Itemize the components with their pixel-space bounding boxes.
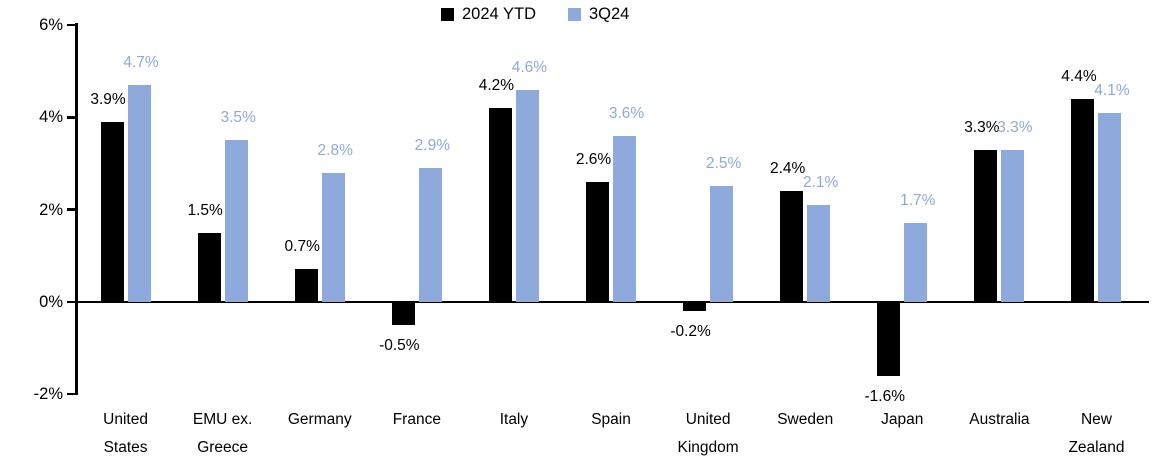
bar-2024-ytd-new-zealand [1071, 98, 1095, 302]
x-axis-label-germany: Germany [287, 411, 352, 428]
bar-3q24-sweden [807, 204, 831, 302]
bar-3q24-germany [321, 172, 345, 302]
x-axis-labels: United States EMU ex. Greece Germany France… [77, 406, 1145, 462]
x-axis-cell-france: France [368, 406, 465, 462]
x-axis-label-united-states: United States [103, 411, 148, 456]
legend-label-3q24: 3Q24 [589, 5, 630, 23]
value-label-2024-ytd-germany: 0.7% [284, 238, 320, 256]
x-axis-label-australia: Australia [969, 411, 1030, 428]
bar-3q24-united-kingdom [710, 186, 734, 302]
x-axis-label-japan: Japan [881, 411, 924, 428]
bar-2024-ytd-united-kingdom [683, 301, 707, 311]
bar-2024-ytd-france [391, 301, 415, 325]
x-axis-cell-united-kingdom: United Kingdom [660, 406, 757, 462]
bar-3q24-japan [904, 223, 928, 302]
value-label-3q24-france: 2.9% [414, 136, 450, 154]
legend-item-2024-ytd: 2024 YTD [441, 5, 536, 23]
y-axis-line [75, 23, 78, 395]
bar-3q24-italy [515, 89, 539, 302]
bar-3q24-australia [1001, 149, 1025, 302]
x-axis-cell-australia: Australia [951, 406, 1048, 462]
y-tick-label-0: 0% [39, 292, 63, 311]
x-axis-cell-italy: Italy [465, 406, 562, 462]
value-label-3q24-united-states: 4.7% [123, 53, 159, 71]
y-tick-label-2: 2% [39, 200, 63, 219]
bar-2024-ytd-italy [488, 108, 512, 302]
zero-baseline [75, 300, 1149, 303]
x-axis-label-italy: Italy [499, 411, 529, 428]
value-label-2024-ytd-new-zealand: 4.4% [1061, 67, 1097, 85]
value-label-3q24-united-kingdom: 2.5% [705, 155, 742, 173]
value-label-2024-ytd-spain: 2.6% [575, 150, 612, 168]
value-label-2024-ytd-sweden: 2.4% [770, 160, 806, 178]
value-label-3q24-emu-ex-greece: 3.5% [220, 109, 256, 127]
bar-2024-ytd-australia [974, 149, 998, 302]
x-axis-label-spain: Spain [591, 411, 631, 428]
value-label-3q24-italy: 4.6% [511, 58, 548, 76]
x-axis-cell-sweden: Sweden [757, 406, 854, 462]
bar-2024-ytd-emu-ex-greece [197, 232, 221, 302]
value-label-3q24-japan: 1.7% [900, 192, 936, 210]
legend-label-2024-ytd: 2024 YTD [462, 5, 536, 23]
value-label-2024-ytd-emu-ex-greece: 1.5% [187, 201, 223, 219]
x-axis-cell-germany: Germany [271, 406, 368, 462]
value-label-2024-ytd-united-states: 3.9% [90, 90, 126, 108]
x-axis-label-france: France [392, 411, 441, 428]
chart-legend: 2024 YTD 3Q24 [441, 5, 629, 23]
bar-3q24-emu-ex-greece [224, 140, 248, 302]
y-tick-mark [67, 116, 75, 119]
value-label-2024-ytd-united-kingdom: -0.2% [670, 322, 711, 340]
value-label-3q24-australia: 3.3% [997, 118, 1033, 136]
x-axis-cell-japan: Japan [854, 406, 951, 462]
y-tick-mark [67, 392, 75, 396]
value-label-3q24-germany: 2.8% [317, 141, 353, 159]
bar-3q24-united-states [127, 84, 151, 302]
legend-swatch-3q24-icon [568, 7, 581, 21]
x-axis-label-new-zealand: New Zealand [1068, 411, 1125, 456]
x-axis-cell-united-states: United States [77, 406, 174, 462]
x-axis-cell-emu-ex-greece: EMU ex. Greece [174, 406, 271, 462]
value-label-2024-ytd-japan: -1.6% [864, 387, 906, 405]
plot-area: 3.9% 4.7% 1.5% 3.5% 0.7% 2.8% -0.5% 2.9% 4.2% 4.6… [77, 25, 1145, 405]
legend-swatch-2024-ytd-icon [441, 7, 454, 21]
value-label-3q24-new-zealand: 4.1% [1094, 81, 1130, 99]
bar-2024-ytd-germany [294, 269, 318, 302]
y-tick-mark [67, 23, 75, 27]
value-label-3q24-spain: 3.6% [608, 104, 645, 122]
bar-2024-ytd-sweden [780, 191, 804, 302]
bar-3q24-france [418, 167, 442, 302]
x-axis-cell-new-zealand: New Zealand [1048, 406, 1145, 462]
bar-2024-ytd-united-states [100, 121, 124, 302]
value-label-2024-ytd-australia: 3.3% [964, 118, 1000, 136]
x-axis-label-emu-ex-greece: EMU ex. Greece [192, 411, 253, 456]
bar-3q24-spain [613, 135, 636, 302]
value-label-2024-ytd-italy: 4.2% [478, 77, 515, 95]
x-axis-cell-spain: Spain [562, 406, 659, 462]
value-label-3q24-sweden: 2.1% [803, 173, 839, 191]
legend-item-3q24: 3Q24 [568, 5, 629, 23]
bar-2024-ytd-spain [586, 181, 609, 302]
y-tick-label-6: 6% [39, 16, 63, 34]
bar-3q24-new-zealand [1098, 112, 1122, 302]
y-tick-label-4: 4% [39, 108, 63, 127]
y-tick-label-2: -2% [33, 385, 63, 403]
y-tick-mark [67, 208, 75, 211]
y-tick-mark [67, 300, 75, 303]
value-label-2024-ytd-france: -0.5% [379, 336, 420, 354]
x-axis-label-united-kingdom: United Kingdom [677, 411, 739, 456]
x-axis-label-sweden: Sweden [777, 411, 834, 428]
bar-2024-ytd-japan [877, 301, 901, 376]
